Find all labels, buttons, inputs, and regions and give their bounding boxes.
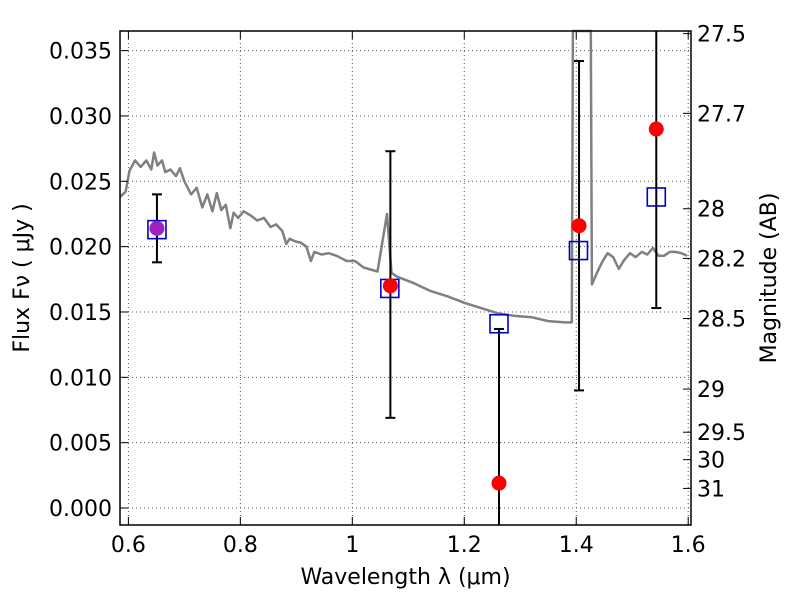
x-axis-label: Wavelength λ (μm) <box>300 565 510 590</box>
observed-flux-point <box>149 220 165 236</box>
model-photometry-square <box>147 219 167 240</box>
magnitude-tick-label: 31 <box>697 477 725 502</box>
magnitude-tick-label: 28.2 <box>697 247 746 272</box>
y-tick-label: 0.025 <box>49 170 112 195</box>
magnitude-tick-label: 30 <box>697 449 725 474</box>
y-axis-label: Flux Fν ( μJy ) <box>10 203 35 352</box>
magnitude-tick-label: 28 <box>697 198 725 223</box>
error-bar-layer <box>151 31 662 525</box>
y-tick-label: 0.035 <box>49 40 112 65</box>
x-tick-label: 1 <box>345 533 359 558</box>
marker-layer <box>147 121 667 491</box>
grid-layer <box>120 31 691 525</box>
model-sed-line <box>119 29 688 324</box>
observed-flux-point <box>571 218 587 234</box>
model-photometry-square <box>646 187 667 207</box>
magnitude-tick-label: 29.5 <box>697 421 746 446</box>
magnitude-tick-label: 27.5 <box>697 23 746 48</box>
y-tick-label: 0.010 <box>49 366 112 391</box>
model-photometry-square <box>489 313 509 334</box>
x-tick-label: 0.6 <box>111 533 146 558</box>
x-tick-label: 1.4 <box>559 533 594 558</box>
x-tick-label: 1.2 <box>447 533 482 558</box>
model-photometry-square <box>568 240 589 261</box>
magnitude-tick-label: 27.7 <box>697 102 746 127</box>
observed-flux-point <box>491 475 507 491</box>
magnitude-tick-label: 29 <box>697 378 725 403</box>
x-tick-label: 1.6 <box>671 533 706 558</box>
observed-flux-point <box>382 278 398 294</box>
plot-frame <box>119 30 692 526</box>
y-tick-label: 0.000 <box>49 497 112 522</box>
y-tick-label: 0.030 <box>49 105 112 130</box>
y-tick-label: 0.005 <box>49 432 112 457</box>
x-tick-label: 0.8 <box>223 533 258 558</box>
right-axis-label: Magnitude (AB) <box>757 193 782 364</box>
model-sed-curve-layer <box>119 29 688 324</box>
y-tick-label: 0.020 <box>49 236 112 261</box>
magnitude-tick-label: 28.5 <box>697 308 746 333</box>
observed-flux-point <box>648 121 664 137</box>
tick-layer: 0.6 0.8 1 1.2 1.4 1.6 0.000 0.005 0.010 0.015 0.02… <box>49 23 746 558</box>
y-tick-label: 0.015 <box>49 301 112 326</box>
